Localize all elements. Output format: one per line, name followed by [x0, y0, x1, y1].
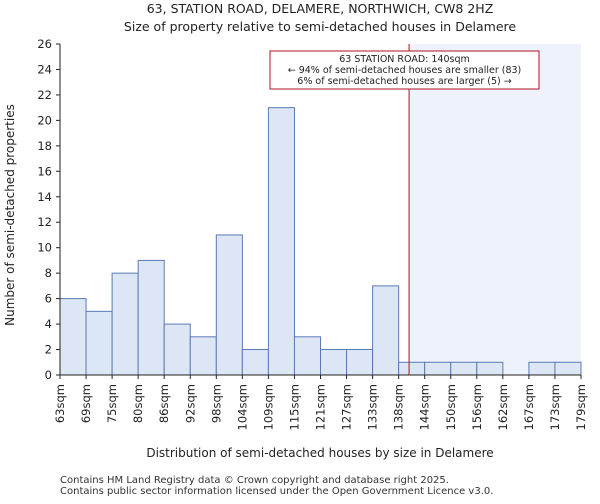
x-axis-label: Distribution of semi-detached houses by … [146, 446, 493, 460]
x-tick-label-133sqm: 133sqm [366, 384, 380, 430]
bar-144sqm [424, 361, 452, 376]
annotation-box: 63 STATION ROAD: 140sqm ← 94% of semi-de… [269, 50, 540, 90]
y-tick-label-2: 2 [45, 343, 52, 357]
y-tick-label-6: 6 [45, 292, 52, 306]
bar-156sqm [476, 361, 504, 376]
bar-109sqm [267, 107, 295, 376]
chart-title-line1: 63, STATION ROAD, DELAMERE, NORTHWICH, C… [147, 1, 494, 16]
bar-86sqm [163, 323, 191, 376]
annotation-line1: 63 STATION ROAD: 140sqm [339, 54, 470, 65]
annotation-frame [269, 50, 540, 90]
y-tick-label-8: 8 [45, 266, 52, 280]
x-tick-label-92sqm: 92sqm [183, 384, 197, 423]
x-tick-label-173sqm: 173sqm [548, 384, 562, 430]
x-tick-label-150sqm: 150sqm [444, 384, 458, 430]
annotation-line2: ← 94% of semi-detached houses are smalle… [288, 65, 522, 76]
x-tick-label-167sqm: 167sqm [522, 384, 536, 430]
x-tick-label-179sqm: 179sqm [574, 384, 588, 430]
y-tick-label-24: 24 [37, 62, 52, 76]
bar-127sqm [346, 349, 374, 376]
x-tick-label-75sqm: 75sqm [105, 384, 119, 423]
larger-region-shade-rect [409, 44, 581, 375]
annotation-line3: 6% of semi-detached houses are larger (5… [297, 76, 511, 87]
x-tick-label-109sqm: 109sqm [261, 384, 275, 430]
bar-75sqm [111, 272, 139, 376]
x-tick-label-138sqm: 138sqm [392, 384, 406, 430]
y-tick-label-0: 0 [45, 368, 52, 382]
y-tick-label-12: 12 [37, 215, 52, 229]
x-tick-label-121sqm: 121sqm [314, 384, 328, 430]
bar-115sqm [293, 336, 322, 376]
x-tick-label-115sqm: 115sqm [287, 384, 301, 430]
bar-63sqm [59, 298, 87, 376]
bar-133sqm [372, 285, 400, 376]
bar-98sqm [215, 234, 243, 376]
larger-region-shade [409, 44, 581, 375]
footer-line1: Contains HM Land Registry data © Crown c… [60, 475, 449, 486]
y-tick-label-16: 16 [37, 164, 52, 178]
x-tick-label-69sqm: 69sqm [79, 384, 93, 423]
x-tick-label-80sqm: 80sqm [131, 384, 145, 423]
x-tick-label-127sqm: 127sqm [340, 384, 354, 430]
y-tick-label-14: 14 [37, 190, 52, 204]
x-tick-label-144sqm: 144sqm [418, 384, 432, 430]
x-tick-label-98sqm: 98sqm [209, 384, 223, 423]
bar-121sqm [320, 349, 348, 376]
x-tick-label-86sqm: 86sqm [157, 384, 171, 423]
y-tick-label-26: 26 [37, 37, 52, 51]
x-tick-label-104sqm: 104sqm [235, 384, 249, 430]
y-tick-label-10: 10 [37, 241, 52, 255]
bar-80sqm [137, 259, 165, 376]
bar-138sqm [398, 361, 426, 376]
chart-title-line2: Size of property relative to semi-detach… [124, 19, 516, 34]
y-tick-label-22: 22 [37, 88, 52, 102]
bar-173sqm [554, 361, 582, 376]
x-tick-label-63sqm: 63sqm [53, 384, 67, 423]
x-ticks: 63sqm 69sqm 75sqm 80sqm 86sqm 92sqm 98sqm 104sq… [53, 375, 588, 430]
footer-line2: Contains public sector information licen… [60, 486, 493, 497]
bar-92sqm [189, 336, 217, 376]
y-tick-label-20: 20 [37, 113, 52, 127]
x-tick-label-162sqm: 162sqm [496, 384, 510, 430]
y-tick-label-18: 18 [37, 139, 52, 153]
y-tick-label-4: 4 [45, 317, 52, 331]
y-axis-label: Number of semi-detached properties [3, 104, 17, 326]
bar-150sqm [450, 361, 478, 376]
bar-69sqm [85, 310, 113, 376]
x-tick-label-156sqm: 156sqm [470, 384, 484, 430]
bar-167sqm [528, 361, 556, 376]
bar-104sqm [241, 349, 269, 376]
